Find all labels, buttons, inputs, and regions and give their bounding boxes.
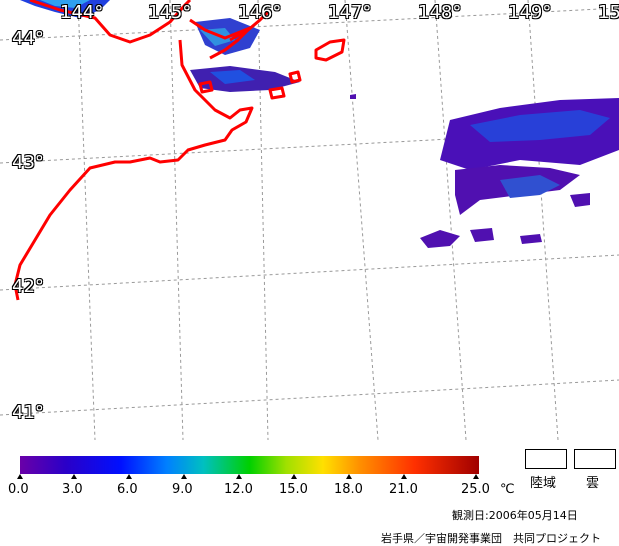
coast-shiretoko: [13, 39, 254, 301]
legend-land-swatch: [525, 449, 567, 469]
colorbar-tick-label: 9.0: [172, 482, 193, 497]
sst-patch-small: [350, 94, 356, 99]
lat-label-42: 42°: [12, 276, 44, 297]
sst-patch-east6: [520, 234, 542, 244]
colorbar-tick-mark: [346, 474, 352, 479]
lon-label-145: 145°: [148, 2, 192, 23]
sst-patch-east1-inner: [470, 110, 610, 142]
colorbar-tick-mark: [181, 474, 187, 479]
colorbar-tick-mark: [17, 474, 23, 479]
sst-patch-east5: [470, 228, 494, 242]
grid-lon-149: [527, 0, 559, 440]
coast-habomai3: [198, 80, 214, 94]
colorbar-tick-mark: [291, 474, 297, 479]
lon-label-148: 148°: [418, 2, 462, 23]
credit-line: 岩手県／宇宙開発事業団 共同プロジェクト: [381, 532, 601, 545]
coast-habomai1: [268, 86, 286, 100]
temperature-colorbar: [20, 456, 479, 474]
legend-cloud-label: 雲: [586, 476, 600, 491]
sst-patch-east4: [420, 230, 460, 248]
colorbar-tick-label: 0.0: [8, 482, 29, 497]
colorbar-tick-label: 25.0: [461, 482, 490, 497]
colorbar-tick-mark: [71, 474, 77, 479]
grid-lat-44: [0, 7, 619, 41]
grid-lon-148: [434, 0, 467, 440]
colorbar-tick-mark: [473, 474, 479, 479]
observation-date: 観測日:2006年05月14日: [452, 509, 578, 522]
lon-label-149: 149°: [508, 2, 552, 23]
colorbar-tick-label: 6.0: [117, 482, 138, 497]
coast-hokkaido-north: [29, 0, 192, 44]
colorbar-tick-mark: [126, 474, 132, 479]
grid-lat-41: [0, 379, 619, 416]
lat-label-43: 43°: [12, 152, 44, 173]
coast-kunashir: [229, 8, 272, 42]
colorbar-unit: ℃: [500, 482, 515, 497]
legend-cloud-swatch: [574, 449, 616, 469]
lat-label-41: 41°: [12, 402, 44, 423]
colorbar-tick-label: 21.0: [389, 482, 418, 497]
sst-patch-strait2: [210, 70, 255, 84]
grid-lat-42: [0, 254, 619, 291]
lon-label-144: 144°: [60, 2, 104, 23]
lon-label-146: 146°: [238, 2, 282, 23]
sst-patch-east3: [500, 175, 560, 198]
colorbar-tick-label: 15.0: [279, 482, 308, 497]
sst-patch-east7: [570, 193, 590, 207]
coastline: [13, 0, 346, 301]
sst-map: [0, 0, 619, 440]
colorbar-tick-label: 12.0: [224, 482, 253, 497]
grid-lon-145: [169, 0, 184, 440]
colorbar-tick-mark: [401, 474, 407, 479]
lon-label-150: 15: [598, 2, 619, 23]
grid-lon-147: [344, 0, 379, 440]
coast-habomai2: [288, 70, 302, 84]
sst-patch-nw-inner: [40, 0, 90, 8]
legend-land-label: 陸域: [530, 476, 557, 491]
coast-shikotan: [314, 38, 346, 62]
colorbar-tick-label: 18.0: [334, 482, 363, 497]
lon-label-147: 147°: [328, 2, 372, 23]
lat-label-44: 44°: [12, 28, 44, 49]
colorbar-tick-label: 3.0: [62, 482, 83, 497]
colorbar-tick-mark: [236, 474, 242, 479]
grid-lon-144: [77, 0, 96, 440]
